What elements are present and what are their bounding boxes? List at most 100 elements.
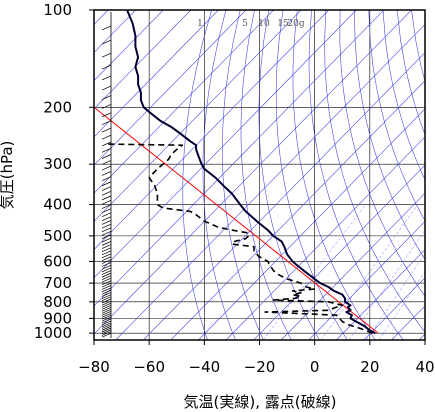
mixing-ratio-label: 10 xyxy=(258,19,270,29)
wind-barb xyxy=(101,120,112,125)
wind-barb xyxy=(101,230,112,236)
wind-barb xyxy=(101,312,112,318)
wind-barb xyxy=(101,285,112,290)
mixing-ratio-label: 1 xyxy=(197,19,203,29)
wind-barb xyxy=(101,302,112,308)
mixing-ratio-label: 15 xyxy=(277,19,289,29)
wind-barb xyxy=(101,332,112,338)
y-tick-label: 800 xyxy=(43,293,72,311)
wind-barb xyxy=(101,324,112,329)
y-tick-label: 700 xyxy=(43,274,72,292)
wind-barb xyxy=(101,247,112,253)
wind-barb xyxy=(101,309,112,314)
y-tick-label: 1000 xyxy=(34,324,72,342)
wind-barb xyxy=(101,160,112,165)
wind-barb xyxy=(101,287,112,293)
wind-barb xyxy=(101,331,112,336)
dry-adiabat-line xyxy=(275,10,348,340)
wind-barb xyxy=(101,52,112,58)
wind-barb xyxy=(101,148,112,153)
wind-barb xyxy=(101,298,112,304)
y-axis-label: 気圧(hPa) xyxy=(0,141,16,210)
mixing-ratio-line xyxy=(320,204,418,340)
wind-barb xyxy=(101,191,112,196)
y-tick-label: 100 xyxy=(43,1,72,19)
wind-barb xyxy=(101,262,112,267)
isotherm-line xyxy=(308,221,425,340)
x-tick-label: 20 xyxy=(360,358,379,376)
dry-adiabat-line xyxy=(202,10,236,340)
isotherm-line xyxy=(115,23,425,340)
isotherm-line xyxy=(94,10,302,222)
wind-barb xyxy=(101,294,112,299)
dry-adiabat-line xyxy=(324,10,425,333)
isotherm-line xyxy=(94,10,357,279)
dry-adiabat-line xyxy=(258,10,320,340)
wind-barb xyxy=(101,244,112,249)
wind-barb xyxy=(101,199,112,205)
wind-barb xyxy=(101,316,112,322)
mixing-ratio-line xyxy=(348,229,425,340)
wind-barb xyxy=(101,112,112,118)
isotherm-line xyxy=(94,10,412,335)
wind-barb xyxy=(101,241,112,246)
wind-barbs xyxy=(101,12,112,338)
wind-barb xyxy=(101,39,112,45)
wind-barb xyxy=(101,256,112,262)
x-tick-label: −60 xyxy=(133,358,165,376)
wind-barb xyxy=(101,272,112,278)
wind-barb xyxy=(101,282,112,288)
y-tick-label: 400 xyxy=(43,196,72,214)
mixing-ratio-line xyxy=(262,204,366,340)
wind-barb xyxy=(101,227,112,233)
x-tick-label: −80 xyxy=(78,358,110,376)
isotherm-line xyxy=(94,10,329,250)
wind-barb xyxy=(101,212,112,218)
isotherm-line xyxy=(281,192,425,340)
wind-barb xyxy=(101,64,112,70)
wind-barb xyxy=(101,314,112,320)
wind-barb xyxy=(101,275,112,281)
wind-barb xyxy=(101,134,112,140)
wind-barb xyxy=(101,75,112,81)
wind-barb xyxy=(101,171,112,176)
y-tick-label: 500 xyxy=(43,227,72,245)
wind-barb xyxy=(101,237,112,243)
wind-barb xyxy=(101,195,112,201)
wind-barb xyxy=(101,250,112,256)
isotherm-line xyxy=(94,10,274,194)
wind-barb xyxy=(101,234,112,240)
wind-barb xyxy=(101,318,112,324)
wind-barb xyxy=(101,259,112,264)
wind-barb xyxy=(101,208,112,214)
mixing-ratio-label: 5 xyxy=(242,19,248,29)
wind-barb xyxy=(101,311,112,316)
wind-barb xyxy=(101,165,112,171)
y-tick-label: 600 xyxy=(43,252,72,270)
wind-barb xyxy=(101,85,112,91)
dry-adiabat-line xyxy=(426,10,435,340)
wind-barb xyxy=(101,300,112,306)
dry-adiabat-line xyxy=(182,10,212,340)
wind-barb xyxy=(101,264,112,270)
wind-barb xyxy=(101,322,112,327)
isotherm-line xyxy=(198,108,425,340)
wind-barb xyxy=(101,267,112,273)
isotherm-line xyxy=(94,10,219,138)
wind-barb xyxy=(101,181,112,187)
wind-barb xyxy=(101,176,112,182)
wind-barb xyxy=(101,223,112,229)
isotherm-line xyxy=(94,10,164,82)
wind-barb xyxy=(101,277,112,283)
x-tick-label: 0 xyxy=(310,358,320,376)
wind-barb xyxy=(101,141,112,147)
wind-barb xyxy=(101,220,112,225)
wind-barb xyxy=(101,270,112,275)
x-tick-label: 40 xyxy=(415,358,434,376)
mixing-ratio-line xyxy=(366,253,425,340)
wind-barb xyxy=(101,329,112,335)
y-tick-label: 900 xyxy=(43,309,72,327)
